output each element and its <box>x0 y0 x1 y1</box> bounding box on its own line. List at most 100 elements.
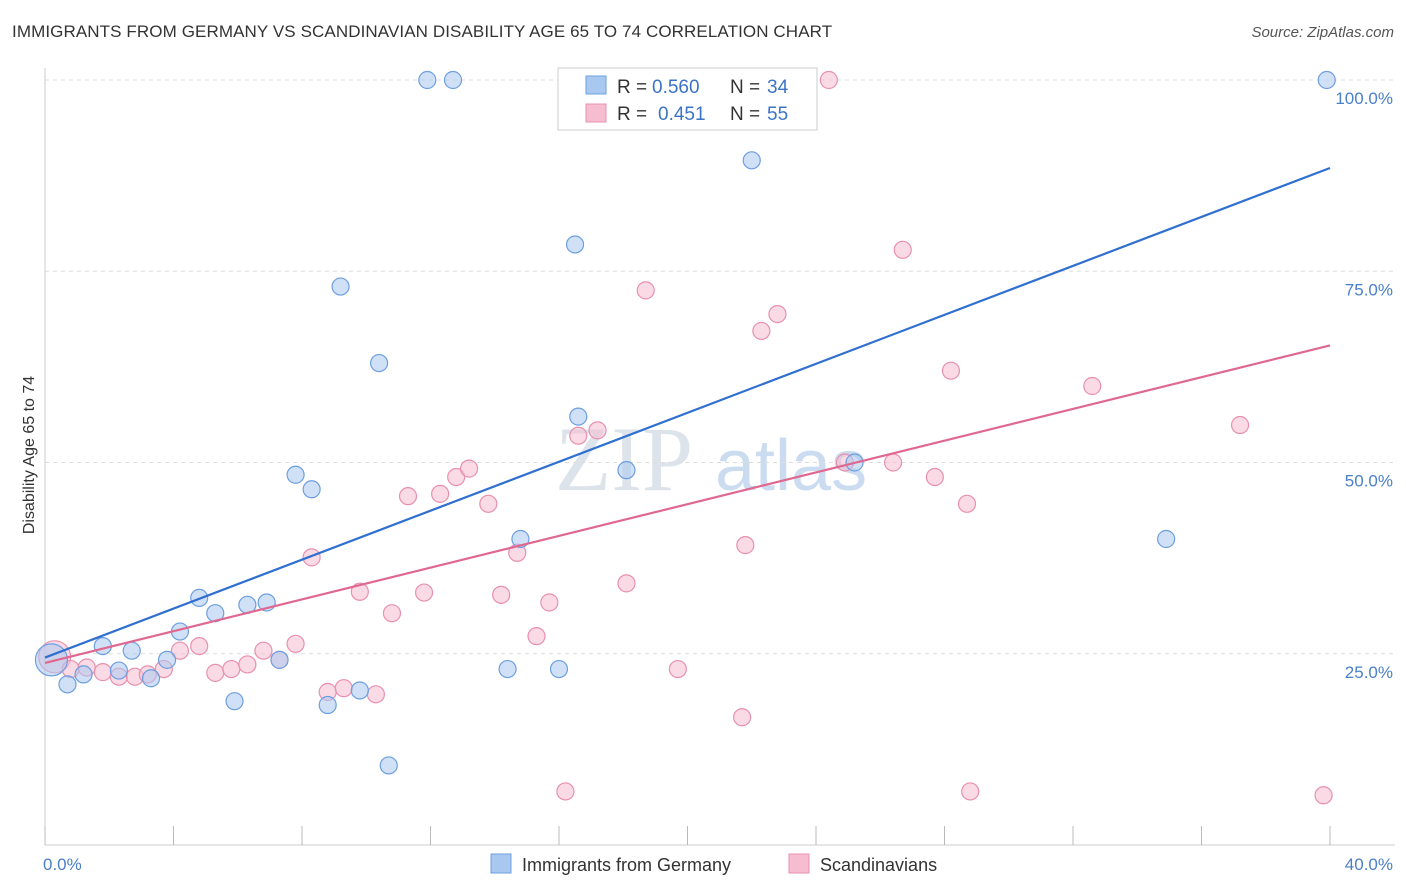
data-point <box>331 277 350 296</box>
data-point <box>93 663 112 682</box>
legend-swatch-germany <box>585 75 607 95</box>
data-point <box>540 593 559 612</box>
source-label: Source: ZipAtlas.com <box>1251 24 1394 41</box>
data-point <box>109 661 128 680</box>
legend-r-label-germany: R = <box>617 77 647 98</box>
data-point <box>733 708 752 727</box>
y-tick-label: 100.0% <box>1335 89 1393 108</box>
data-point <box>34 643 69 677</box>
data-point <box>925 467 944 487</box>
x-tick-label: 40.0% <box>1345 855 1393 874</box>
legend-r-value-scandinavians: 0.451 <box>658 104 706 125</box>
data-point <box>1317 70 1336 90</box>
data-point <box>447 467 466 487</box>
tick-labels: 25.0% 50.0% 75.0% 100.0% 0.0% 40.0% <box>43 89 1393 874</box>
data-point <box>617 461 636 480</box>
data-point <box>1083 376 1102 396</box>
data-point <box>74 665 93 684</box>
data-point <box>556 782 575 801</box>
data-point <box>588 421 607 440</box>
data-point <box>366 685 385 704</box>
data-point <box>752 321 771 341</box>
correlation-legend: R = 0.560 N = 34 R = 0.451 N = 55 <box>557 67 818 131</box>
bottom-legend-label-germany: Immigrants from Germany <box>522 855 731 875</box>
trend-lines <box>44 166 1331 664</box>
bottom-legend-swatch-scandinavians <box>788 853 810 874</box>
data-point <box>479 494 498 513</box>
data-point <box>382 604 402 623</box>
data-point <box>122 641 141 660</box>
bottom-legend-swatch-germany <box>490 853 512 874</box>
data-point <box>254 641 273 660</box>
data-point <box>418 70 437 90</box>
data-point <box>58 675 77 694</box>
data-point <box>819 70 838 90</box>
data-point <box>206 663 225 682</box>
data-point <box>302 480 321 499</box>
data-point <box>286 634 305 653</box>
data-point <box>414 583 434 602</box>
data-point <box>941 361 961 380</box>
scandinavians-points <box>38 70 1333 805</box>
data-point <box>157 650 177 669</box>
data-point <box>617 574 636 593</box>
data-point <box>736 536 755 555</box>
data-point <box>370 353 389 373</box>
data-point <box>318 695 337 715</box>
data-point <box>1314 786 1333 805</box>
data-point <box>569 426 588 445</box>
data-point <box>286 465 305 484</box>
axes <box>44 68 1395 846</box>
data-point <box>225 692 244 711</box>
data-point <box>190 636 209 656</box>
data-point <box>350 681 369 700</box>
legend-r-label-scandinavians: R = <box>617 104 647 125</box>
data-point <box>431 484 450 503</box>
trend-line-scandinavians <box>44 344 1331 664</box>
data-point <box>492 585 511 604</box>
data-point <box>398 487 418 506</box>
data-point <box>459 459 479 478</box>
data-point <box>883 453 903 472</box>
data-point <box>238 655 257 674</box>
data-point <box>170 641 190 660</box>
gridlines <box>45 79 1395 655</box>
y-axis-label: Disability Age 65 to 74 <box>21 376 38 534</box>
data-point <box>527 627 546 646</box>
y-tick-label: 50.0% <box>1345 472 1393 491</box>
data-point <box>443 70 463 90</box>
legend-r-value-germany: 0.560 <box>652 77 700 98</box>
series-legend: Immigrants from Germany Scandinavians <box>490 853 937 875</box>
legend-n-label-germany: N = <box>730 77 760 98</box>
legend-n-label-scandinavians: N = <box>730 104 760 125</box>
data-point <box>1230 415 1250 435</box>
legend-n-value-germany: 34 <box>767 77 789 98</box>
data-point <box>334 679 353 698</box>
data-point <box>893 240 912 259</box>
data-point <box>636 281 655 300</box>
trend-line-germany <box>44 166 1331 659</box>
data-point <box>1157 529 1176 549</box>
data-point <box>498 659 517 679</box>
data-point <box>957 494 977 513</box>
x-tick-label: 0.0% <box>43 855 82 874</box>
data-point <box>302 548 321 567</box>
germany-points <box>34 70 1336 775</box>
bottom-legend-label-scandinavians: Scandinavians <box>820 855 937 875</box>
data-point <box>141 669 161 688</box>
data-point <box>222 659 241 679</box>
data-point <box>742 151 761 170</box>
data-point <box>511 529 530 549</box>
data-point <box>350 582 369 601</box>
data-point <box>270 650 289 669</box>
data-point <box>379 756 398 775</box>
chart-title: IMMIGRANTS FROM GERMANY VS SCANDINAVIAN … <box>12 22 833 41</box>
legend-n-value-scandinavians: 55 <box>767 104 788 125</box>
data-point <box>668 659 687 679</box>
legend-swatch-scandinavians <box>585 103 607 123</box>
data-point <box>569 407 588 426</box>
data-point <box>961 782 980 801</box>
y-tick-label: 25.0% <box>1345 663 1393 682</box>
data-point <box>549 659 569 679</box>
